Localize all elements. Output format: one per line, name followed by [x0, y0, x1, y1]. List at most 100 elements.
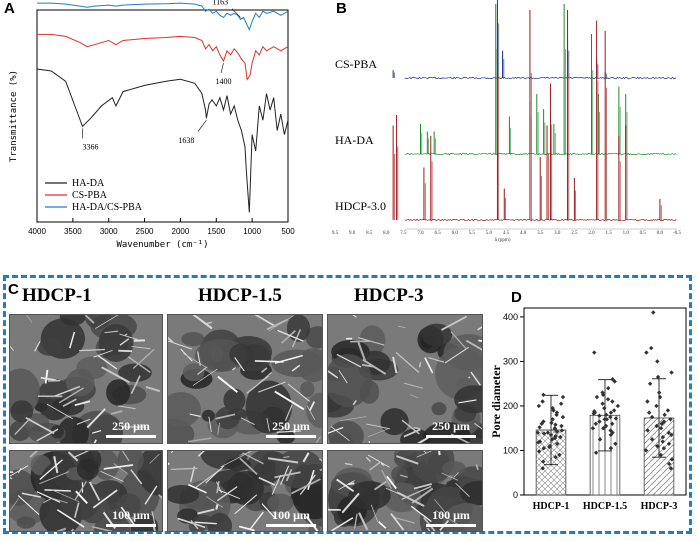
sem-wall: [51, 497, 68, 504]
sem-wall: [88, 481, 101, 501]
sem-wall: [39, 471, 69, 485]
sem-wall: [234, 494, 258, 515]
scale-bar: 100 μm: [426, 508, 476, 527]
sem-pore: [348, 481, 391, 510]
data-point: [649, 414, 655, 420]
sem-pore: [16, 516, 36, 529]
data-point: [615, 403, 621, 409]
sem-wall: [110, 410, 123, 415]
sem-wall: [386, 475, 397, 490]
sem-wall: [338, 369, 348, 384]
data-point: [539, 421, 544, 426]
sem-wall: [392, 356, 398, 374]
sem-wall: [416, 436, 429, 443]
sem-wall: [29, 451, 39, 458]
sem-pore: [106, 379, 131, 406]
spectrum-baseline: [404, 76, 677, 80]
sem-wall: [358, 337, 385, 346]
x-tick-label: 4.5: [503, 231, 510, 236]
sem-wall: [74, 481, 87, 501]
sem-wall: [86, 408, 106, 429]
sem-wall: [103, 464, 134, 470]
sem-wall: [232, 367, 237, 371]
series-line: [36, 68, 289, 213]
sem-wall: [266, 418, 270, 432]
sem-wall: [188, 483, 207, 494]
spectrum-baseline: [404, 218, 677, 222]
sem-wall: [217, 375, 238, 393]
x-axis-label: Wavenumber (cm⁻¹): [116, 240, 208, 250]
sem-wall: [183, 353, 208, 369]
sem-wall: [470, 371, 481, 386]
x-tick-label: 1.5: [605, 231, 612, 236]
sem-wall: [208, 416, 212, 433]
sem-wall: [274, 471, 301, 479]
sem-pore: [207, 512, 233, 531]
sem-wall: [306, 405, 316, 420]
sem-wall: [158, 494, 162, 500]
data-point: [536, 403, 542, 409]
sem-texture: [10, 451, 162, 531]
legend-label: HA-DA: [72, 178, 105, 189]
sem-wall: [206, 496, 224, 508]
sem-pore: [168, 484, 200, 504]
sem-texture: [168, 451, 322, 531]
sem-wall: [92, 429, 102, 434]
data-point: [560, 394, 566, 400]
scale-bar: 250 μm: [106, 419, 156, 438]
sem-wall: [380, 462, 385, 467]
panel-c-letter: C: [8, 281, 19, 298]
data-point: [594, 394, 600, 400]
sem-texture: [328, 451, 482, 531]
sem-pore: [431, 402, 447, 416]
data-point: [662, 412, 667, 418]
sem-wall: [441, 315, 468, 331]
sem-wall: [84, 315, 95, 324]
sem-wall: [168, 340, 193, 350]
sem-pore: [391, 466, 408, 483]
sem-wall: [144, 485, 158, 505]
sem-wall: [336, 478, 355, 493]
data-point: [669, 432, 674, 438]
sem-wall: [192, 368, 218, 386]
sem-wall: [261, 503, 276, 518]
sem-pore: [267, 493, 294, 513]
sem-pore: [411, 451, 455, 483]
sem-wall: [215, 504, 219, 510]
y-tick-label: 400: [503, 312, 518, 322]
sem-wall: [254, 315, 276, 328]
sem-wall: [168, 336, 174, 344]
x-tick-label: 500: [281, 227, 295, 236]
sem-wall: [258, 476, 276, 486]
sem-pore: [168, 391, 201, 427]
sem-title-1: HDCP-1: [22, 285, 92, 306]
data-point: [547, 444, 552, 450]
nmr-chart: CS-PBA HA-DA HDCP-3.0 9.5 9.0 8.5 8.0 7.5 7.0 6.5…: [332, 0, 681, 243]
data-point: [553, 422, 558, 427]
x-tick-label: 6.5: [434, 231, 441, 236]
sem-wall: [216, 488, 240, 499]
sem-wall: [416, 451, 433, 458]
annotation-label: 1400: [215, 77, 231, 86]
scale-label: 250 μm: [432, 419, 470, 433]
data-point: [658, 452, 663, 458]
x-tick-label: 1000: [243, 227, 261, 236]
sem-wall: [365, 456, 372, 462]
data-point: [644, 350, 649, 355]
sem-wall: [398, 325, 406, 329]
series-line: [37, 2, 289, 32]
sem-wall: [121, 451, 130, 462]
sem-wall: [403, 428, 421, 438]
x-tick-label: 9.0: [349, 231, 356, 236]
data-point: [609, 421, 615, 426]
data-point: [651, 310, 656, 315]
sem-wall: [458, 399, 477, 404]
sem-pore: [271, 349, 322, 378]
sem-pore: [223, 388, 246, 413]
sem-wall: [56, 509, 85, 528]
sem-wall: [151, 511, 156, 525]
sem-wall: [93, 349, 113, 358]
sem-wall: [119, 333, 138, 340]
sem-pore: [382, 482, 422, 513]
sem-wall: [75, 490, 89, 505]
